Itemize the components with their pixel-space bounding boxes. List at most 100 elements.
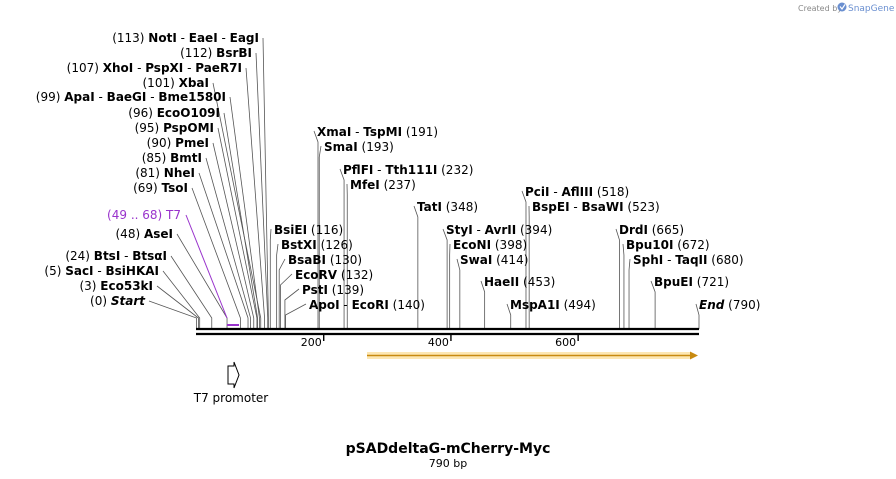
site-tati[interactable]: TatI (348) (417, 200, 478, 214)
site-mspa1i[interactable]: MspA1I (494) (510, 298, 596, 312)
site-smai[interactable]: SmaI (193) (324, 140, 394, 154)
leader-line (280, 273, 293, 329)
site-nhei[interactable]: (81) NheI (135, 166, 195, 180)
snapgene-logo-icon (837, 2, 847, 12)
site-bsabi[interactable]: BsaBI (130) (288, 253, 362, 267)
leader-line (229, 96, 260, 329)
leader-line (480, 280, 486, 329)
site-drdi[interactable]: DrdI (665) (619, 223, 684, 237)
snapgene-credit[interactable]: Created by SnapGene (798, 2, 895, 15)
leader-line (262, 37, 269, 329)
svg-text:MspA1I (494): MspA1I (494) (510, 298, 596, 312)
site-ecoo109i[interactable]: (96) EcoO109I (128, 106, 220, 120)
site-swai[interactable]: SwaI (414) (460, 253, 528, 267)
site-pmei[interactable]: (90) PmeI (147, 136, 209, 150)
leader-line (285, 303, 307, 329)
leader-line (313, 130, 319, 329)
leader-line (650, 280, 656, 329)
site-bstxi[interactable]: BstXI (126) (281, 238, 353, 252)
site-xbai[interactable]: (101) XbaI (143, 76, 210, 90)
primer-t7-label[interactable]: (49 .. 68) T7 (107, 208, 181, 222)
snapgene-brand: SnapGene (848, 4, 895, 14)
site-styi-avrii[interactable]: StyI - AvrII (394) (446, 223, 552, 237)
leader-line (456, 258, 461, 329)
leader-line (339, 168, 345, 329)
site-pcii-afliii[interactable]: PciI - AflIII (518) (525, 185, 629, 199)
site-eco53ki[interactable]: (3) Eco53kI (79, 279, 153, 293)
svg-text:(99) ApaI - BaeGI - Bme15: (99) ApaI - BaeGI - Bme1580I (36, 90, 226, 104)
site-xhoi-pspxi-paer7i[interactable]: (107) XhoI - PspXI - PaeR7I (67, 61, 242, 75)
site-econi[interactable]: EcoNI (398) (453, 238, 527, 252)
site-end[interactable]: End (790) (699, 298, 760, 312)
leader-line (442, 228, 448, 329)
svg-text:SwaI (414): SwaI (414) (460, 253, 528, 267)
svg-text:PstI (139): PstI (139) (302, 283, 364, 297)
svg-text:DrdI (665): DrdI (665) (619, 223, 684, 237)
leader-line (318, 145, 322, 329)
site-mfei[interactable]: MfeI (237) (350, 178, 416, 192)
leader-line (212, 82, 262, 329)
site-ecorv[interactable]: EcoRV (132) (295, 268, 373, 282)
leader-line (162, 270, 201, 329)
site-tsoi[interactable]: (69) TsoI (133, 181, 188, 195)
svg-text:(81) NheI: (81) NheI (135, 166, 195, 180)
leader-line (284, 288, 300, 329)
svg-text:(49 .. 68) T7: (49 .. 68) T7 (107, 208, 181, 222)
t7-promoter-feature[interactable]: T7 promoter (193, 361, 269, 405)
svg-text:(101) XbaI: (101) XbaI (143, 76, 210, 90)
svg-text:(113) NotI - EaeI - EagI: (113) NotI - EaeI - EagI (112, 31, 259, 45)
orf-feature[interactable] (367, 351, 698, 360)
site-psti[interactable]: PstI (139) (302, 283, 364, 297)
svg-text:HaeII (453): HaeII (453) (484, 275, 555, 289)
site-pspomi[interactable]: (95) PspOMI (135, 121, 214, 135)
leader-line (170, 255, 213, 329)
site-btsi-bts-i[interactable]: (24) BtsI - BtsαI (65, 249, 167, 263)
site-apoi-ecori[interactable]: ApoI - EcoRI (140) (309, 298, 425, 312)
svg-text:SphI - TaqII (680): SphI - TaqII (680) (633, 253, 744, 267)
promoter-label: T7 promoter (193, 391, 269, 405)
primer-leader (185, 214, 228, 319)
site-bmti[interactable]: (85) BmtI (142, 151, 202, 165)
site-asei[interactable]: (48) AseI (116, 227, 174, 241)
promoter-arrow-icon (227, 361, 240, 389)
leader-line (255, 52, 269, 329)
svg-text:MfeI (237): MfeI (237) (350, 178, 416, 192)
site-noti-eaei-eagi[interactable]: (113) NotI - EaeI - EagI (112, 31, 259, 45)
leader-line (191, 187, 241, 329)
svg-text:(96) EcoO109I: (96) EcoO109I (128, 106, 220, 120)
cut-site-lines (148, 37, 700, 329)
tick-label: 200 (301, 336, 322, 349)
site-apai-baegi-bme1580i[interactable]: (99) ApaI - BaeGI - Bme1580I (36, 90, 226, 104)
site-saci-bsihkai[interactable]: (5) SacI - BsiHKAI (44, 264, 159, 278)
site-bpu10i[interactable]: Bpu10I (672) (626, 238, 710, 252)
site-xmai-tspmi[interactable]: XmaI - TspMI (191) (317, 125, 438, 139)
svg-text:(107) XhoI - PspXI - PaeR: (107) XhoI - PspXI - PaeR7I (67, 61, 242, 75)
leader-line (156, 285, 199, 329)
svg-text:(90) PmeI: (90) PmeI (147, 136, 209, 150)
site-bpuei[interactable]: BpuEI (721) (654, 275, 729, 289)
svg-text:(5) SacI - BsiHKAI: (5) SacI - BsiHKAI (44, 264, 159, 278)
site-start[interactable]: (0) Start (90, 294, 146, 308)
site-sphi-taqii[interactable]: SphI - TaqII (680) (633, 253, 744, 267)
svg-text:EcoRV (132): EcoRV (132) (295, 268, 373, 282)
sequence-backbone (196, 327, 699, 336)
svg-text:(0) Start: (0) Start (90, 294, 146, 308)
svg-text:(95) PspOMI: (95) PspOMI (135, 121, 214, 135)
site-bspei-bsawi[interactable]: BspEI - BsaWI (523) (532, 200, 660, 214)
leader-line (269, 228, 272, 329)
svg-text:XmaI - TspMI (191): XmaI - TspMI (191) (317, 125, 438, 139)
leader-line (198, 172, 249, 329)
leader-line (245, 67, 265, 329)
site-bsiei[interactable]: BsiEI (116) (274, 223, 343, 237)
leader-line (217, 127, 258, 329)
tick-label: 600 (555, 336, 576, 349)
svg-text:(3) Eco53kI: (3) Eco53kI (79, 279, 153, 293)
site-pflfi-tth111i[interactable]: PflFI - Tth111I (232) (343, 163, 473, 177)
site-haeii[interactable]: HaeII (453) (484, 275, 555, 289)
leader-line (205, 157, 251, 329)
plasmid-title: pSADdeltaG-mCherry-Myc (346, 441, 551, 457)
leader-line (628, 258, 631, 329)
site-bsrbi[interactable]: (112) BsrBI (180, 46, 252, 60)
svg-text:BstXI (126): BstXI (126) (281, 238, 353, 252)
